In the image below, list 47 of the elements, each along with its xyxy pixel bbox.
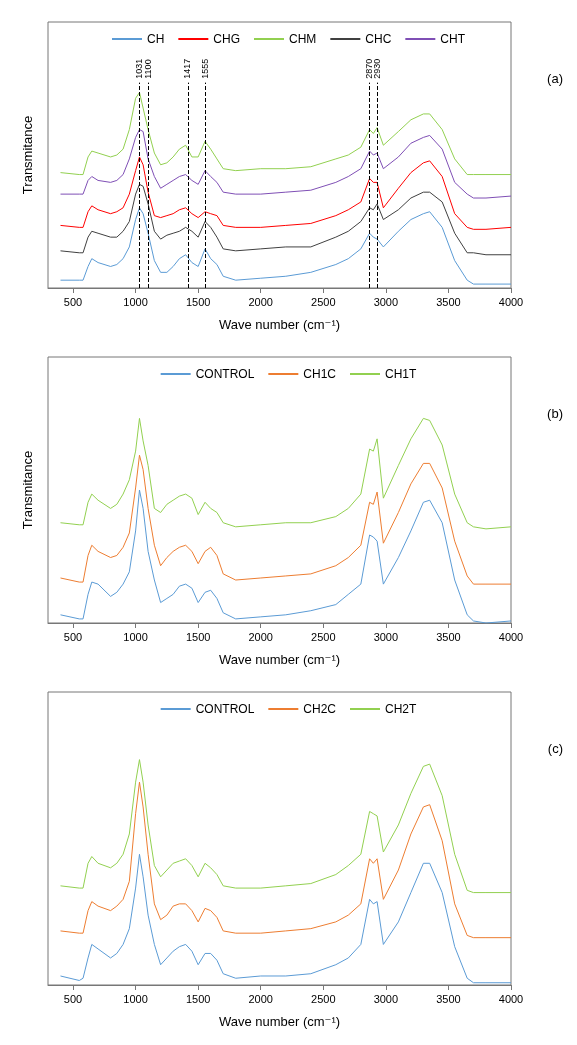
x-axis-title: Wave number (cm⁻¹): [218, 652, 341, 667]
legend-label: CH2C: [303, 702, 337, 716]
x-tick-label: 2000: [248, 295, 273, 308]
x-tick-label: 2000: [248, 630, 273, 643]
x-tick-label: 2500: [311, 992, 336, 1005]
x-tick-label: 1000: [123, 295, 148, 308]
x-tick-label: 4000: [498, 630, 524, 643]
x-tick-label: 3000: [373, 630, 399, 643]
x-tick-label: 4000: [498, 992, 524, 1005]
legend-label: CONTROL: [195, 702, 255, 716]
x-tick-label: 2000: [248, 992, 273, 1005]
x-tick-label: 4000: [498, 295, 524, 308]
x-tick-label: 500: [63, 630, 83, 643]
legend-label: CH2T: [385, 702, 418, 716]
x-tick-label: 2500: [311, 630, 336, 643]
x-tick-label: 1000: [123, 630, 148, 643]
x-tick-label: 3000: [373, 295, 399, 308]
x-axis-title: Wave number (cm⁻¹): [218, 1014, 341, 1029]
x-tick-label: 1500: [185, 630, 211, 643]
legend-label: CHG: [213, 32, 241, 46]
x-axis-title: Wave number (cm⁻¹): [218, 317, 341, 332]
x-tick-label: 3500: [436, 295, 461, 308]
ref-line-label: 1031: [133, 58, 144, 79]
legend-label: CHT: [440, 32, 466, 46]
legend-label: CH1T: [385, 367, 418, 381]
y-axis-title: Transmitance: [20, 450, 35, 530]
x-tick-label: 3500: [436, 630, 461, 643]
x-tick-label: 1500: [185, 295, 211, 308]
ref-line-label: 1100: [142, 59, 153, 79]
legend-label: CH: [147, 32, 165, 46]
x-tick-label: 2500: [311, 295, 336, 308]
legend-label: CHC: [365, 32, 392, 46]
x-tick-label: 3000: [373, 992, 399, 1005]
text: (a): [547, 71, 563, 86]
legend-label: CHM: [289, 32, 317, 46]
text: (b): [547, 406, 563, 421]
x-tick-label: 500: [63, 295, 83, 308]
legend-label: CH1C: [303, 367, 337, 381]
ref-line-label: 1555: [199, 58, 210, 79]
x-tick-label: 3500: [436, 992, 461, 1005]
y-axis-title: Transmitance: [20, 115, 35, 195]
text: (c): [547, 741, 564, 756]
x-tick-label: 1000: [123, 992, 148, 1005]
ref-line-label: 1417: [182, 58, 193, 79]
legend-label: CONTROL: [195, 367, 255, 381]
x-tick-label: 500: [63, 992, 83, 1005]
x-tick-label: 1500: [185, 992, 211, 1005]
